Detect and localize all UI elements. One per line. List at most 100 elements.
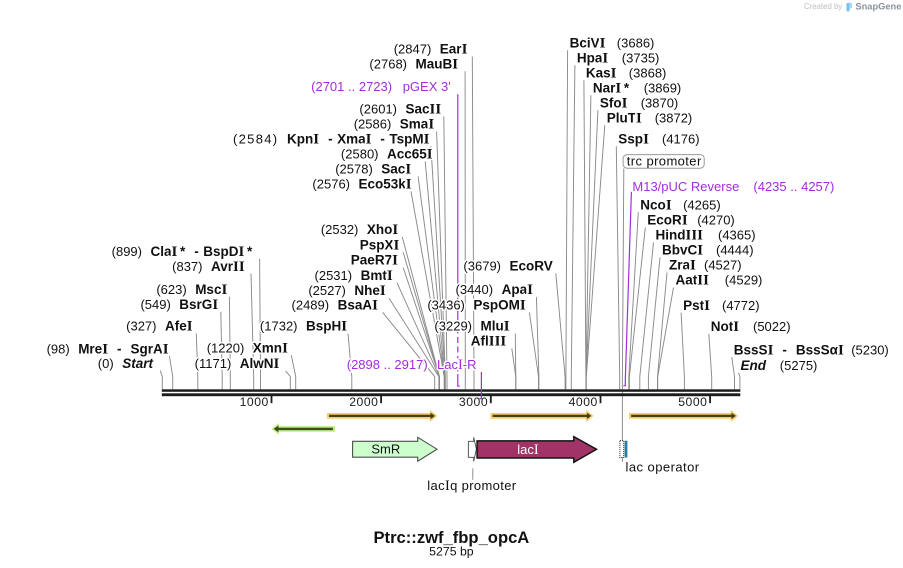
svg-text:AlwNI: AlwNI xyxy=(240,356,280,372)
svg-text:MscI: MscI xyxy=(195,282,227,298)
svg-text:(1732): (1732) xyxy=(260,319,298,334)
svg-text:(2576): (2576) xyxy=(312,177,350,192)
svg-text:SacI: SacI xyxy=(381,162,411,178)
svg-text:(3735): (3735) xyxy=(622,51,660,66)
svg-text:AatII: AatII xyxy=(676,273,710,289)
svg-text:(0): (0) xyxy=(98,356,114,371)
svg-text:NarI *: NarI * xyxy=(593,80,630,96)
svg-text:(2531): (2531) xyxy=(315,268,353,283)
svg-text:MluI: MluI xyxy=(481,319,510,335)
svg-text:4000: 4000 xyxy=(569,395,598,409)
svg-text:SmR: SmR xyxy=(371,441,400,456)
svg-text:(4529): (4529) xyxy=(725,273,763,288)
svg-text:End: End xyxy=(741,358,767,373)
svg-text:(4444): (4444) xyxy=(716,243,754,258)
svg-text:Start: Start xyxy=(122,356,153,371)
svg-text:SspI: SspI xyxy=(618,132,649,148)
svg-text:(3872): (3872) xyxy=(655,110,693,125)
svg-text:(4176): (4176) xyxy=(662,132,700,147)
svg-text:Ptrc::zwf_fbp_opcA: Ptrc::zwf_fbp_opcA xyxy=(373,528,529,547)
svg-text:(3436): (3436) xyxy=(427,298,465,313)
svg-text:PspXI: PspXI xyxy=(360,237,400,253)
svg-text:3000: 3000 xyxy=(459,395,488,409)
svg-text:trc promoter: trc promoter xyxy=(627,153,702,168)
svg-text:(4365): (4365) xyxy=(718,228,756,243)
svg-text:(3679): (3679) xyxy=(463,259,501,274)
svg-text:BspHI: BspHI xyxy=(306,319,347,335)
svg-text:LacI-R: LacI-R xyxy=(437,357,476,373)
svg-text:(2578): (2578) xyxy=(335,162,373,177)
svg-text:Created by: Created by xyxy=(804,2,842,11)
svg-text:BssSI - BssSαI: BssSI - BssSαI xyxy=(734,342,844,358)
svg-text:(4772): (4772) xyxy=(722,298,760,313)
svg-text:(1171): (1171) xyxy=(195,356,232,371)
svg-text:(2489): (2489) xyxy=(292,298,330,313)
svg-text:(3870): (3870) xyxy=(641,95,679,110)
svg-text:SacII: SacII xyxy=(406,102,442,118)
svg-text:pGEX 3': pGEX 3' xyxy=(403,79,451,94)
svg-text:BmtI: BmtI xyxy=(361,268,393,284)
svg-text:(3686): (3686) xyxy=(617,36,655,51)
svg-text:5000: 5000 xyxy=(678,395,707,409)
svg-text:(623): (623) xyxy=(156,282,186,297)
svg-text:EarI: EarI xyxy=(440,42,468,58)
svg-text:ApaI: ApaI xyxy=(502,282,534,298)
svg-text:XmnI: XmnI xyxy=(253,340,288,356)
svg-text:KpnI - XmaI - TspMI: KpnI - XmaI - TspMI xyxy=(287,132,430,148)
svg-text:ZraI: ZraI xyxy=(669,258,696,274)
svg-text:(3440): (3440) xyxy=(456,282,494,297)
svg-text:(327): (327) xyxy=(126,319,156,334)
svg-text:(5230): (5230) xyxy=(851,342,889,357)
svg-text:BsaAI: BsaAI xyxy=(338,298,379,314)
svg-text:M13/pUC Reverse: M13/pUC Reverse xyxy=(632,179,739,194)
svg-text:MreI - SgrAI: MreI - SgrAI xyxy=(78,341,169,357)
svg-text:(2768): (2768) xyxy=(369,57,407,72)
svg-text:(1220): (1220) xyxy=(207,340,245,355)
svg-text:(2527): (2527) xyxy=(308,283,346,298)
svg-text:(4235 .. 4257): (4235 .. 4257) xyxy=(753,179,834,194)
svg-text:(3869): (3869) xyxy=(644,80,682,95)
svg-text:AflIII: AflIII xyxy=(471,334,507,350)
svg-text:(2601): (2601) xyxy=(359,102,397,117)
svg-text:NcoI: NcoI xyxy=(640,197,672,213)
svg-text:BciVI: BciVI xyxy=(570,36,606,52)
svg-text:PluTI: PluTI xyxy=(607,110,642,126)
svg-text:(2586): (2586) xyxy=(354,117,392,132)
svg-text:HindIII: HindIII xyxy=(656,228,704,244)
svg-text:5275 bp: 5275 bp xyxy=(429,545,474,559)
svg-text:HpaI: HpaI xyxy=(577,51,609,67)
svg-text:NheI: NheI xyxy=(354,283,386,299)
svg-text:1000: 1000 xyxy=(240,395,269,409)
svg-text:AvrII: AvrII xyxy=(211,259,245,275)
svg-text:PstI: PstI xyxy=(683,298,710,314)
svg-text:NotI: NotI xyxy=(711,319,740,335)
svg-text:XhoI: XhoI xyxy=(367,222,399,238)
svg-text:SfoI: SfoI xyxy=(600,95,628,111)
svg-text:Eco53kI: Eco53kI xyxy=(359,177,412,193)
svg-text:(2584): (2584) xyxy=(233,132,278,147)
svg-text:2000: 2000 xyxy=(349,395,378,409)
svg-text:EcoRV: EcoRV xyxy=(510,259,553,274)
svg-text:(2532): (2532) xyxy=(321,222,359,237)
svg-text:Acc65I: Acc65I xyxy=(387,147,433,163)
svg-text:(2847): (2847) xyxy=(394,42,432,57)
svg-text:(2701 .. 2723): (2701 .. 2723) xyxy=(311,79,392,94)
svg-text:SmaI: SmaI xyxy=(400,117,435,133)
svg-text:MauBI: MauBI xyxy=(416,57,459,73)
svg-text:(4265): (4265) xyxy=(683,197,721,212)
svg-text:PaeR7I: PaeR7I xyxy=(351,253,398,269)
svg-text:(3868): (3868) xyxy=(629,65,667,80)
svg-text:(2580): (2580) xyxy=(341,147,379,162)
svg-text:PspOMI: PspOMI xyxy=(473,298,526,314)
svg-text:lac operator: lac operator xyxy=(626,460,700,475)
svg-text:(899): (899) xyxy=(112,244,142,259)
svg-text:(5022): (5022) xyxy=(753,319,791,334)
svg-text:(5275): (5275) xyxy=(780,358,818,373)
svg-text:(837): (837) xyxy=(172,259,202,274)
svg-text:ClaI * - BspDI *: ClaI * - BspDI * xyxy=(151,244,254,260)
svg-text:BsrGI: BsrGI xyxy=(179,297,218,313)
svg-text:lacI: lacI xyxy=(517,442,539,458)
svg-text:lacIq promoter: lacIq promoter xyxy=(427,478,516,494)
svg-text:BbvCI: BbvCI xyxy=(662,243,703,259)
svg-text:(549): (549) xyxy=(140,297,170,312)
